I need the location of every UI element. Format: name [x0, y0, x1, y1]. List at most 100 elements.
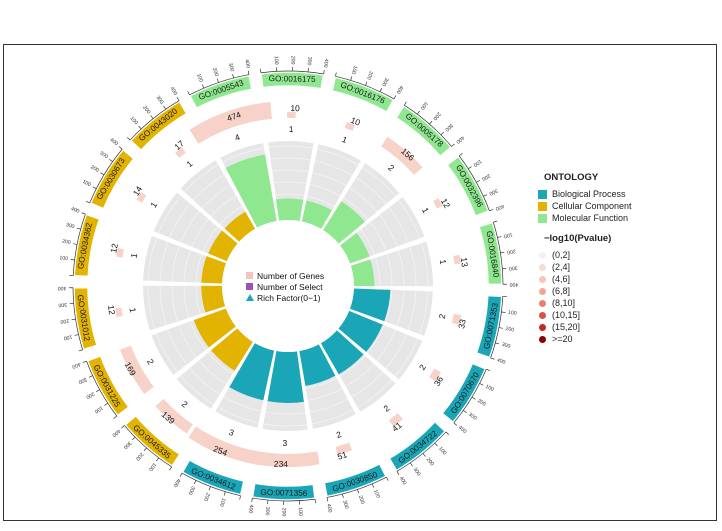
pvalue-legend-item: (2,4]: [538, 261, 716, 273]
gene-count-bar: [433, 198, 443, 209]
select-count-label: 1: [185, 158, 195, 169]
select-count-label: 4: [233, 132, 241, 143]
ontology-band: [323, 462, 387, 498]
select-count-label: 1: [341, 134, 349, 145]
ontology-band: [73, 286, 98, 351]
axis-tick-label: 400: [70, 206, 80, 215]
legend-swatch: [538, 201, 547, 211]
legend-dot: [539, 251, 546, 259]
legend-dot: [539, 311, 546, 319]
rich-factor-bar: [338, 310, 383, 352]
legend-dot: [539, 335, 546, 343]
pvalue-legend-item: (0,2]: [538, 249, 716, 261]
axis-tick-label: 400: [398, 476, 408, 487]
select-count-label: 2: [386, 162, 396, 173]
term-id-label: GO:0071356: [260, 488, 308, 498]
legend-dot: [539, 263, 546, 271]
rich-factor-bar: [349, 288, 391, 322]
legend-label: (6,8]: [552, 286, 571, 296]
axis-tick-label: 400: [111, 428, 122, 438]
gene-count-bar: [429, 368, 442, 382]
axis-tick-label: 200: [506, 248, 516, 255]
axis-tick-label: 400: [510, 281, 519, 287]
select-count-label: 1: [289, 124, 294, 134]
axis-tick-label: 200: [289, 56, 295, 65]
rich-factor-bar: [229, 343, 275, 401]
gene-count-bar: [175, 147, 186, 158]
pvalue-legend-item: (8,10]: [538, 297, 716, 309]
axis-tick-label: 200: [280, 508, 286, 517]
ontology-legend-item: Cellular Component: [538, 200, 716, 212]
gene-count-label: 12: [108, 242, 120, 253]
rich-factor-bar: [193, 308, 236, 348]
rich-factor-bar: [350, 259, 375, 287]
rich-factor-bar: [201, 285, 226, 313]
legend-triangle-icon: [246, 294, 254, 301]
ontology-band: [89, 148, 135, 210]
gene-count-bar: [287, 111, 296, 119]
axis-tick-label: 100: [63, 333, 73, 341]
legend-label: (15,20]: [552, 322, 581, 332]
axis-tick-label: 300: [58, 301, 67, 308]
axis-tick-label: 400: [108, 137, 119, 147]
select-count-label: 1: [128, 307, 139, 313]
axis-tick-label: 400: [455, 134, 466, 144]
gene-count-label: 13: [459, 257, 470, 268]
legend-label: (0,2]: [552, 250, 571, 260]
legend-label: (8,10]: [552, 298, 576, 308]
rich-factor-bar: [299, 344, 336, 386]
axis-tick-label: 100: [81, 179, 92, 188]
axis-tick-label: 100: [472, 158, 483, 168]
ontology-band: [441, 362, 487, 424]
select-count-label: 2: [437, 313, 448, 320]
axis-tick-label: 200: [505, 326, 515, 334]
ontology-band: [189, 74, 253, 110]
axis-tick-label: 100: [218, 497, 226, 507]
gene-count-bar: [155, 398, 193, 434]
ontology-band: [251, 482, 316, 501]
axis-tick-label: 300: [380, 77, 389, 87]
select-count-label: 1: [420, 206, 431, 215]
ontology-legend-item: Molecular Function: [538, 212, 716, 224]
legend-label: Molecular Function: [552, 213, 629, 223]
gene-count-bar: [136, 192, 147, 203]
gene-count-label: 234: [274, 459, 289, 469]
gene-count-label: 254: [212, 443, 229, 458]
rich-factor-bar: [340, 232, 370, 264]
axis-tick-label: 200: [202, 492, 211, 502]
pvalue-legend-item: (10,15]: [538, 309, 716, 321]
select-count-label: 1: [148, 200, 159, 209]
ontology-band: [395, 104, 452, 158]
axis-tick-label: 200: [211, 67, 220, 77]
legend-label: (2,4]: [552, 262, 571, 272]
axis-tick-label: 200: [60, 317, 70, 324]
gene-count-bar: [388, 413, 403, 427]
axis-tick-label: 200: [481, 172, 492, 181]
axis-tick-label: 100: [372, 489, 381, 499]
gene-count-label: 474: [226, 109, 243, 123]
gene-count-bar: [189, 102, 272, 144]
term-id-label: GO:0016175: [269, 74, 317, 84]
axis-tick-label: 300: [467, 412, 478, 422]
axis-tick-label: 100: [350, 65, 358, 75]
axis-tick-label: 300: [501, 342, 511, 350]
axis-tick-label: 300: [227, 62, 235, 72]
axis-tick-label: 400: [169, 86, 179, 97]
ontology-band: [129, 100, 188, 152]
